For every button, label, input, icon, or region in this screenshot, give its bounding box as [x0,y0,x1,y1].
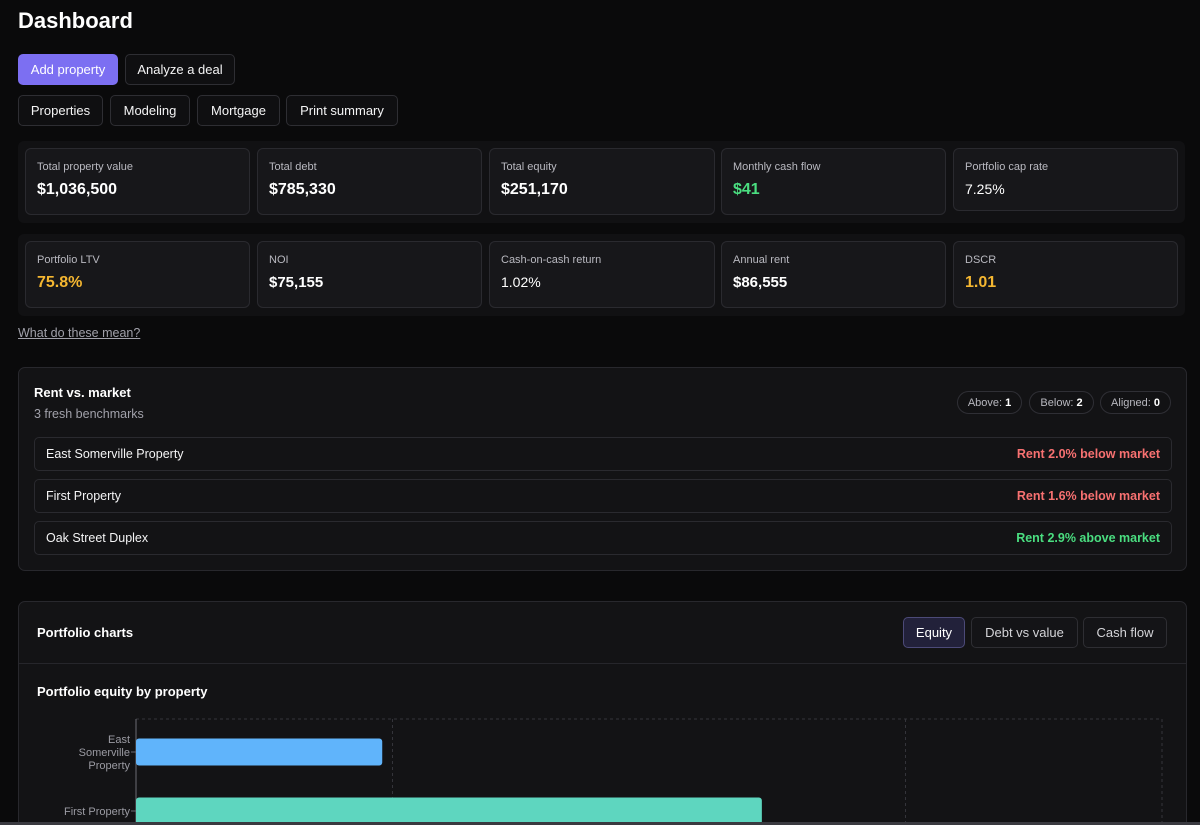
rent-row-status: Rent 1.6% below market [1016,489,1160,503]
metric-value: 7.25% [965,181,1005,197]
rent-row-east-somerville[interactable]: East Somerville Property Rent 2.0% below… [34,437,1172,471]
tab-debt-vs-value[interactable]: Debt vs value [971,617,1078,648]
rent-vs-market-panel: Rent vs. market 3 fresh benchmarks Above… [18,367,1187,571]
bar-east-somerville-property[interactable] [136,738,383,766]
rent-row-property-name: First Property [46,489,122,503]
metric-card-noi: NOI $75,155 [257,241,482,308]
equity-bar-chart: East Somerville Property First Property [64,718,1163,825]
metric-label: Portfolio LTV [37,254,100,266]
page-title: Dashboard [18,8,133,33]
below-count-label: Below: [1040,396,1074,409]
above-count-value: 1 [1005,396,1012,409]
metric-card-cash-on-cash-return: Cash-on-cash return 1.02% [489,241,715,308]
bar-first-property[interactable] [136,797,762,825]
below-count-value: 2 [1076,396,1083,409]
metric-label: Monthly cash flow [733,161,821,173]
metric-label: NOI [269,254,289,266]
aligned-count-value: 0 [1153,396,1160,409]
metric-card-total-debt: Total debt $785,330 [257,148,482,215]
add-property-button[interactable]: Add property [18,54,118,85]
metric-value: $1,036,500 [37,181,118,198]
nav-modeling-button[interactable]: Modeling [110,95,190,126]
metric-label: Total property value [37,161,133,173]
metric-card-monthly-cash-flow: Monthly cash flow $41 [721,148,946,215]
metric-value: $785,330 [269,181,336,198]
rent-row-oak-street-duplex[interactable]: Oak Street Duplex Rent 2.9% above market [34,521,1172,555]
aligned-count-badge: Aligned: 0 [1100,391,1171,414]
nav-print-summary-button[interactable]: Print summary [286,95,398,126]
nav-mortgage-button[interactable]: Mortgage [197,95,280,126]
metric-value: 1.01 [965,274,997,291]
metric-card-total-property-value: Total property value $1,036,500 [25,148,250,215]
above-count-label: Above: [967,396,1003,409]
metric-card-portfolio-cap-rate: Portfolio cap rate 7.25% [953,148,1178,211]
rent-row-status: Rent 2.9% above market [1016,531,1160,545]
rent-row-property-name: East Somerville Property [46,447,184,461]
metric-label: Annual rent [733,254,790,266]
metric-label: DSCR [965,254,997,266]
metric-card-total-equity: Total equity $251,170 [489,148,715,215]
rent-row-first-property[interactable]: First Property Rent 1.6% below market [34,479,1172,513]
rent-row-status: Rent 2.0% below market [1016,447,1160,461]
metric-value: $75,155 [269,274,324,291]
below-count-badge: Below: 2 [1029,391,1094,414]
metric-value: 1.02% [501,274,541,290]
metric-card-dscr: DSCR 1.01 [953,241,1178,308]
metric-value: $41 [733,181,760,198]
y-tick-label-0: East Somerville Property [79,734,131,772]
metric-value: $251,170 [501,181,568,198]
tab-equity[interactable]: Equity [903,617,965,648]
portfolio-charts-title: Portfolio charts [37,625,134,640]
aligned-count-label: Aligned: [1111,396,1151,409]
metric-card-annual-rent: Annual rent $86,555 [721,241,946,308]
metric-label: Portfolio cap rate [965,161,1049,173]
metric-label: Total debt [269,161,317,173]
metric-card-portfolio-ltv: Portfolio LTV 75.8% [25,241,250,308]
tab-cash-flow[interactable]: Cash flow [1083,617,1167,648]
metric-value: $86,555 [733,274,788,291]
y-tick-label-1: First Property [64,806,131,818]
above-count-badge: Above: 1 [957,391,1022,414]
metric-label: Cash-on-cash return [501,254,602,266]
chart-header-divider [19,663,1186,664]
rent-vs-market-title: Rent vs. market [34,385,131,400]
chart-title: Portfolio equity by property [37,684,208,699]
metric-label: Total equity [501,161,557,173]
rent-row-property-name: Oak Street Duplex [46,531,149,545]
metric-value: 75.8% [37,274,83,291]
window-bottom-edge [0,822,1200,825]
portfolio-charts-panel: Portfolio charts Equity Debt vs value Ca… [18,601,1187,825]
metrics-help-link[interactable]: What do these mean? [18,326,141,340]
nav-properties-button[interactable]: Properties [18,95,103,126]
rent-vs-market-subtitle: 3 fresh benchmarks [34,407,144,421]
analyze-deal-button[interactable]: Analyze a deal [125,54,235,85]
